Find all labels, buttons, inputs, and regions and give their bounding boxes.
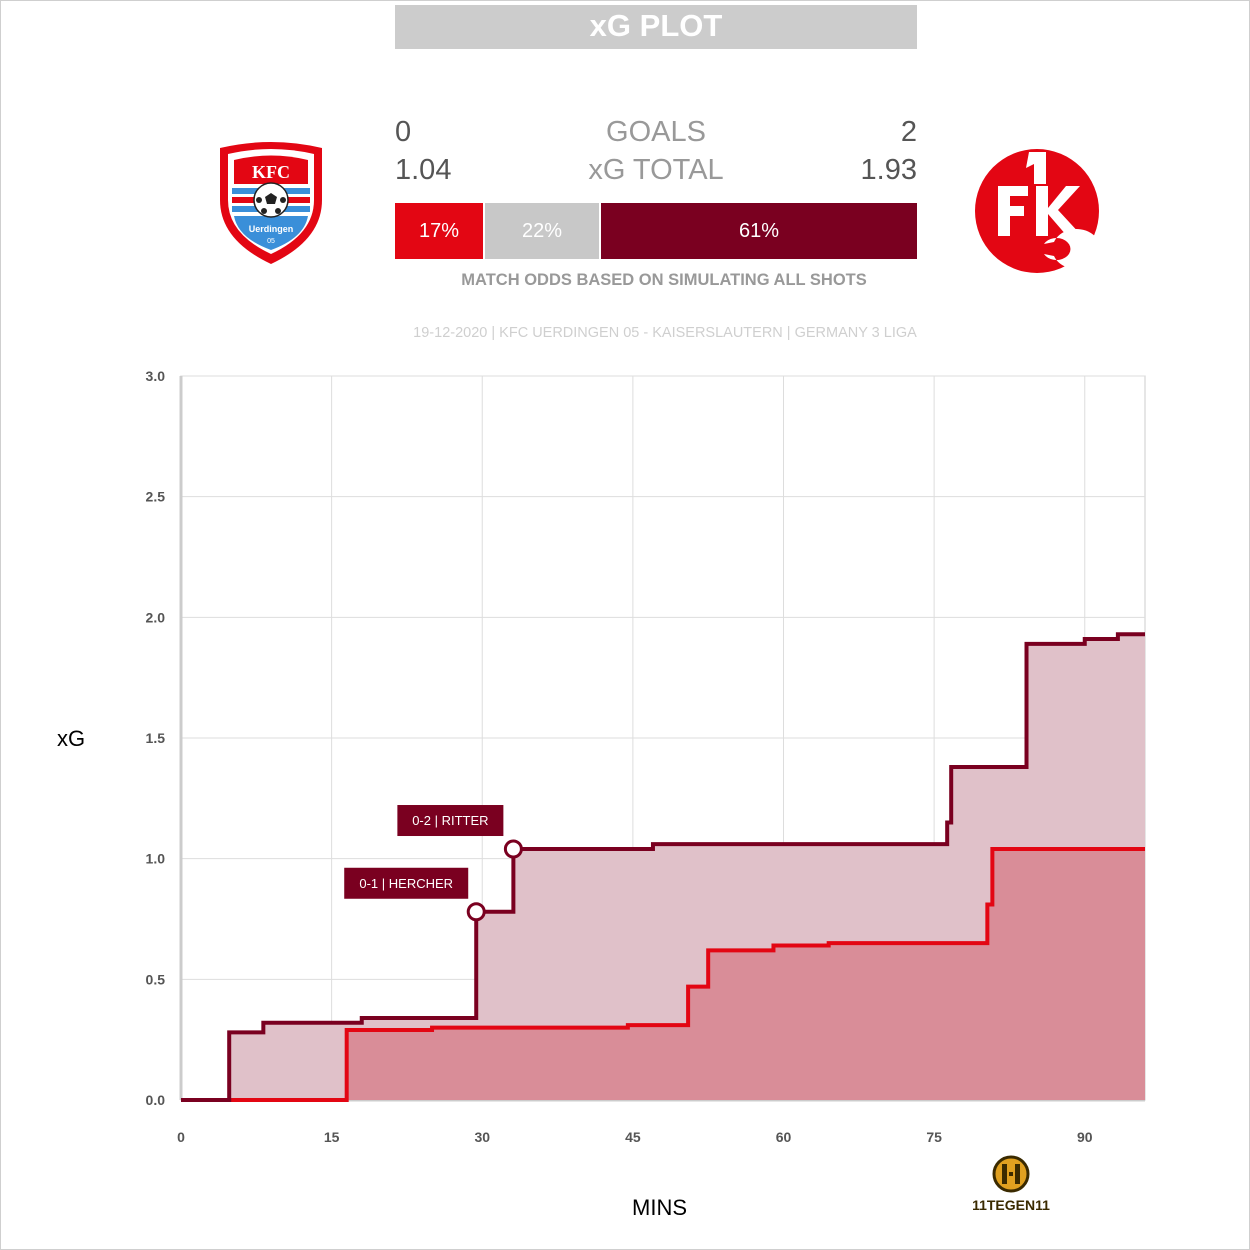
y-axis-title: xG (57, 726, 86, 751)
series-line-away (181, 632, 1145, 1102)
brand-logo: 11TEGEN11 (972, 1155, 1050, 1213)
home-win-odds: 17% (395, 203, 484, 259)
plot-title: xG PLOT (395, 5, 917, 49)
y-tick-label: 0.5 (146, 971, 166, 987)
series-areas (181, 634, 1145, 1100)
axis-ticks: 0.0 0.5 1.0 1.5 2.0 2.5 3.0 0 15 30 45 60 75 90 (146, 368, 1093, 1145)
y-tick-label: 2.5 (146, 489, 166, 505)
away-team-logo: 1FCK (975, 149, 1100, 273)
y-tick-label: 1.5 (146, 730, 166, 746)
y-tick-label: 3.0 (146, 368, 166, 384)
series-line-home (181, 847, 1145, 1102)
goal-label: 0-1 | HERCHER (359, 876, 453, 891)
y-tick-label: 1.0 (146, 851, 166, 867)
goals-row: 0 GOALS 2 (395, 116, 917, 150)
x-tick-label: 45 (625, 1129, 641, 1145)
goal-label: 0-2 | RITTER (412, 813, 488, 828)
x-tick-label: 90 (1077, 1129, 1093, 1145)
y-tick-label: 2.0 (146, 609, 166, 625)
goal-marker (503, 839, 523, 859)
x-axis-title: MINS (632, 1195, 687, 1220)
xg-total-row: 1.04 xG TOTAL 1.93 (395, 154, 917, 188)
away-goals: 2 (900, 116, 917, 148)
home-logo-year: 05 (267, 238, 275, 245)
draw-odds: 22% (485, 203, 599, 259)
match-odds-bar: 17% 22% 61% (395, 203, 917, 259)
x-tick-label: 75 (926, 1129, 942, 1145)
x-tick-label: 15 (324, 1129, 340, 1145)
x-tick-label: 60 (776, 1129, 792, 1145)
home-goals: 0 (395, 116, 412, 148)
x-tick-label: 30 (474, 1129, 490, 1145)
xg-total-label: xG TOTAL (588, 154, 724, 186)
match-info: 19-12-2020 | KFC UERDINGEN 05 - KAISERSL… (413, 325, 917, 341)
series-lines (181, 632, 1145, 1102)
goal-marker (466, 902, 486, 922)
goal-label-box (397, 805, 504, 837)
home-logo-text: KFC (252, 162, 290, 182)
goal-label-box (344, 867, 469, 899)
goals-label: GOALS (606, 116, 706, 148)
home-team-logo: KFC Uerdingen 05 (220, 142, 322, 264)
x-tick-label: 0 (177, 1129, 185, 1145)
series-area-home (181, 849, 1145, 1100)
home-logo-subtitle: Uerdingen (249, 224, 294, 234)
away-win-odds: 61% (601, 203, 917, 259)
odds-note: MATCH ODDS BASED ON SIMULATING ALL SHOTS (461, 271, 867, 289)
y-tick-label: 0.0 (146, 1092, 166, 1108)
brand-text: 11TEGEN11 (972, 1197, 1050, 1213)
away-xg-total: 1.93 (860, 154, 917, 186)
goal-annotations: 0-1 | HERCHER 0-2 | RITTER (344, 805, 523, 922)
home-xg-total: 1.04 (395, 154, 452, 186)
